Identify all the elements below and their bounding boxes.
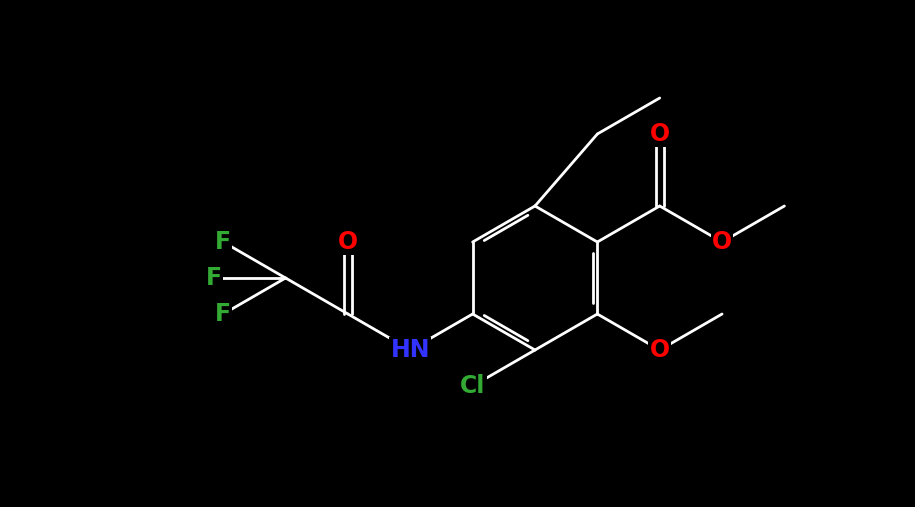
Text: O: O (712, 230, 732, 254)
Text: F: F (206, 266, 221, 290)
Text: Cl: Cl (460, 374, 485, 398)
Text: HN: HN (391, 338, 430, 362)
Text: F: F (215, 302, 231, 326)
Text: O: O (338, 230, 358, 254)
Text: O: O (650, 338, 670, 362)
Text: O: O (650, 122, 670, 146)
Text: F: F (215, 230, 231, 254)
